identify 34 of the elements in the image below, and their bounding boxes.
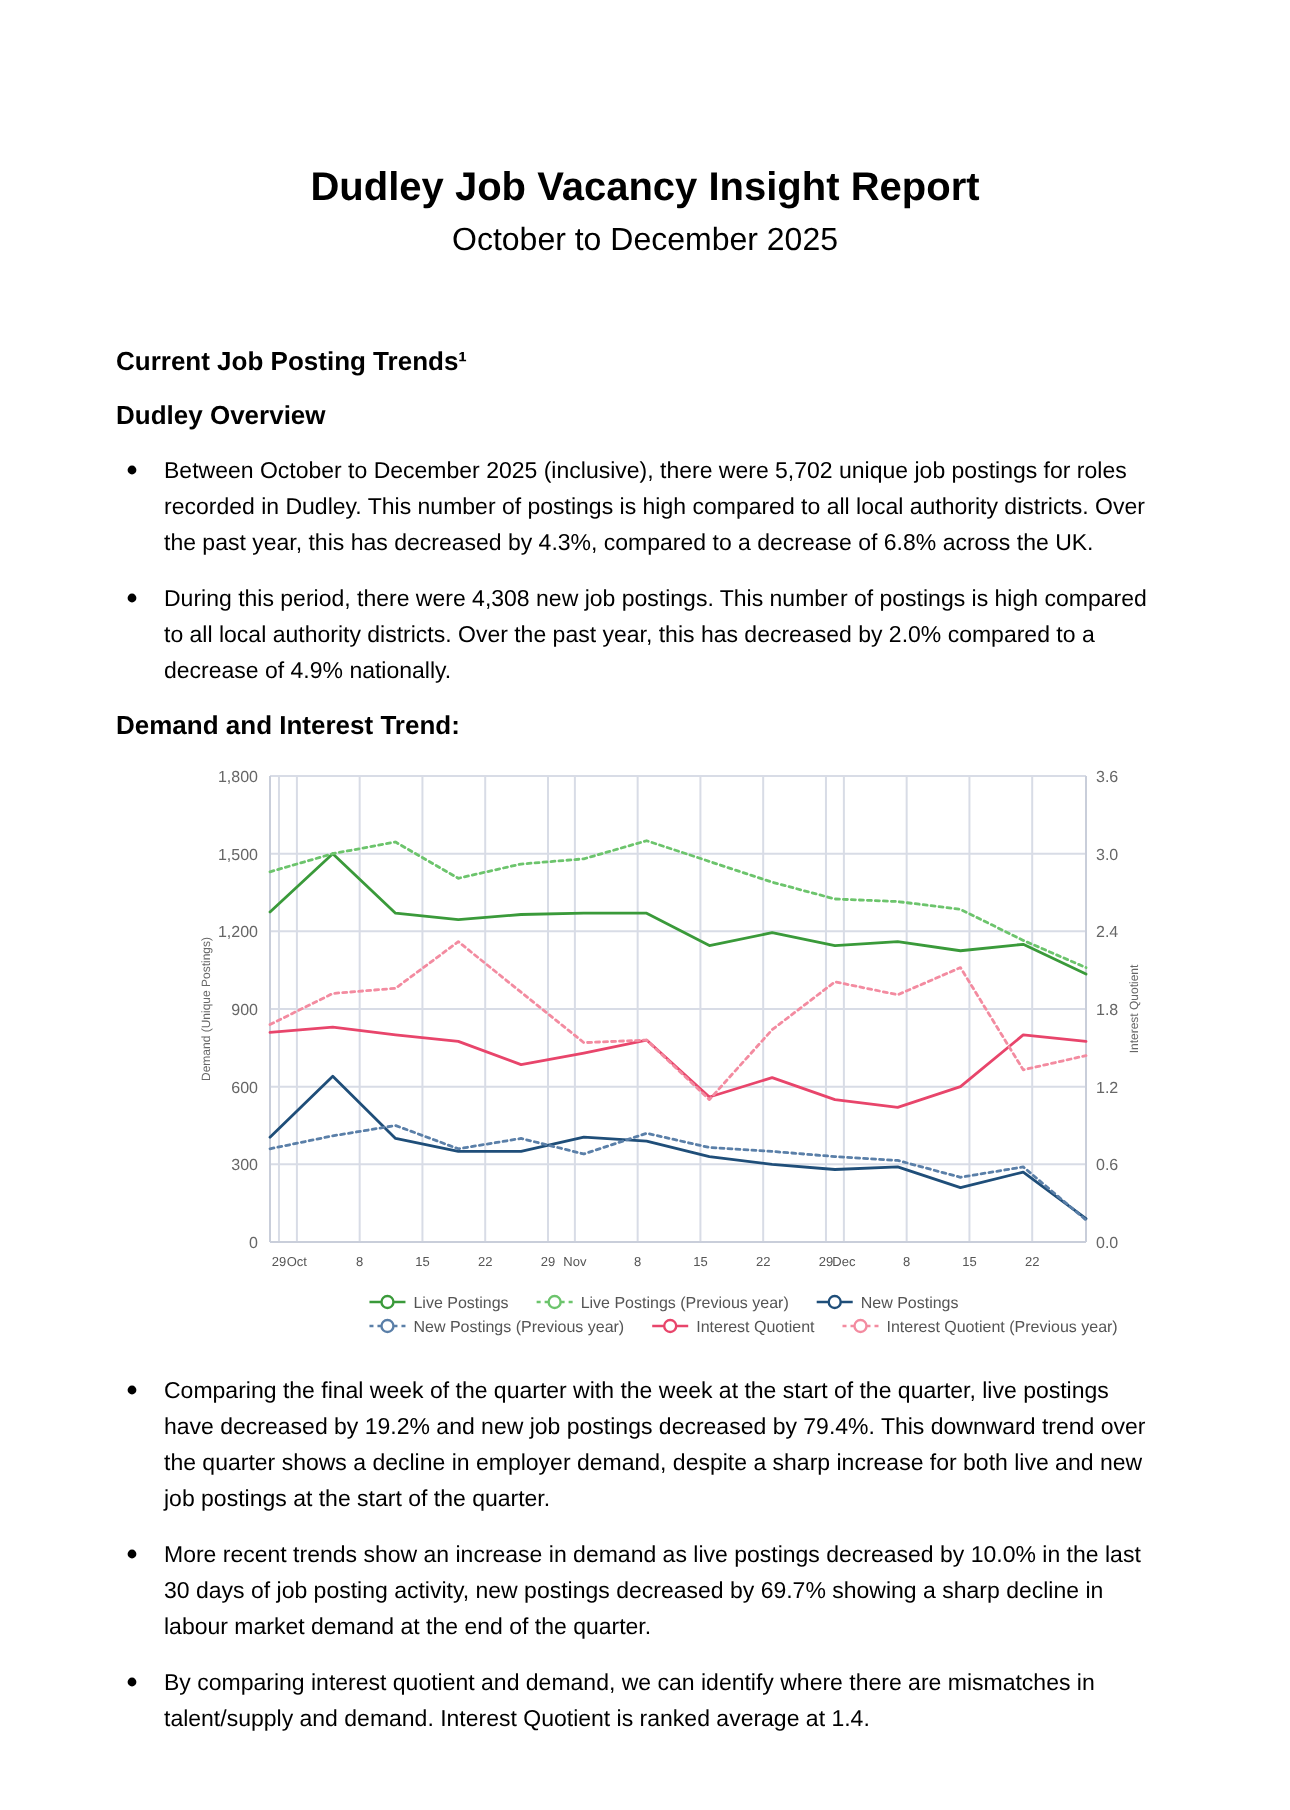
text: Demand and Interest Trend: (116, 710, 460, 740)
y-tick-label: 300 (231, 1156, 260, 1175)
text: Current Job Posting Trends¹ (116, 346, 468, 376)
y2-tick-label: 0.0 (1096, 1234, 1120, 1252)
y-tick-label: 0 (249, 1234, 260, 1252)
y-tick-label: 1,200 (217, 923, 260, 942)
line-series (268, 1124, 1088, 1222)
legend-label: New Postings (860, 1294, 959, 1312)
line-series (268, 940, 1088, 1102)
y-tick-label: 600 (231, 1078, 260, 1097)
legend-label: New Postings (Previous year) (413, 1318, 625, 1336)
legend-label: Live Postings (413, 1294, 509, 1312)
text: By comparing interest quotient and demand, we can identify where there are mismatches in talent/supply and demand. Interest Quotient is ranked average at 1.4. (164, 1672, 1095, 1732)
y2-tick-label: 3.0 (1096, 845, 1120, 864)
y-tick-label: 1,500 (217, 845, 260, 864)
chart-subtitle: October to December 2025 (452, 224, 839, 258)
text: More recent trends show an increase in demand as live postings decreased by 10.0% in the last 30 days of job posting activity, new postings decreased by 69.7% showing a sharp decline in labour market demand at the end of the quarter. (164, 1544, 1143, 1640)
legend-label: Live Postings (Previous year) (580, 1294, 790, 1312)
text: Comparing the final week of the quarter with the week at the start of the quarter, live postings have decreased by 19.2% and new job postings decreased by 79.4%. This downward trend over the quarter shows a decline in employer demand, despite a sharp increase for both live and new job postings at the start of the quarter. (162, 1380, 1146, 1512)
chart-title: Dudley Job Vacancy Insight Report (310, 166, 981, 210)
line-series (268, 1025, 1088, 1109)
y-tick-label: 1,800 (217, 768, 260, 786)
y-tick-label: 900 (231, 1001, 260, 1019)
y2-tick-label: 3.6 (1096, 768, 1120, 786)
y2-tick-label: 0.6 (1096, 1156, 1120, 1175)
legend-label: Interest Quotient (696, 1318, 817, 1336)
text: Dudley Overview (116, 400, 328, 430)
y2-tick-label: 2.4 (1096, 923, 1120, 942)
text: During this period, there were 4,308 new job postings. This number of postings is high compared to all local authority districts. Over the past year, this has decreased by 2.0% compared to a decrease of 4.9% nationally. (164, 588, 1147, 684)
y2-tick-label: 1.8 (1096, 1001, 1120, 1019)
line-series (268, 1074, 1088, 1221)
text: Between October to December 2025 (inclusive), there were 5,702 unique job postings for roles recorded in Dudley. This number of postings is high compared to all local authority districts. Over the past year, this has decreased by 4.3%, compared to a decrease of 6.8% across the UK. (164, 460, 1146, 556)
legend-label: Interest Quotient (Previous year) (886, 1318, 1119, 1336)
y2-tick-label: 1.2 (1096, 1078, 1120, 1097)
